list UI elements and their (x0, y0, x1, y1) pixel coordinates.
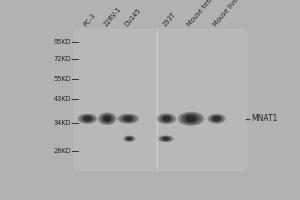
Text: Mouse testis: Mouse testis (186, 0, 218, 28)
Ellipse shape (157, 114, 176, 124)
Ellipse shape (84, 117, 91, 121)
Ellipse shape (78, 114, 97, 123)
Ellipse shape (85, 117, 90, 120)
Ellipse shape (214, 117, 219, 120)
Ellipse shape (83, 117, 92, 121)
Ellipse shape (164, 117, 169, 120)
Ellipse shape (162, 137, 169, 140)
Ellipse shape (100, 114, 115, 124)
Ellipse shape (103, 116, 111, 121)
Ellipse shape (161, 137, 171, 141)
Ellipse shape (178, 112, 204, 125)
Ellipse shape (163, 138, 169, 140)
Ellipse shape (209, 115, 224, 123)
Ellipse shape (126, 137, 133, 140)
Text: Du145: Du145 (124, 7, 142, 28)
Ellipse shape (81, 116, 94, 122)
Ellipse shape (180, 113, 202, 124)
Ellipse shape (158, 136, 173, 142)
Ellipse shape (102, 115, 113, 122)
Ellipse shape (164, 138, 168, 140)
Text: 72KD: 72KD (53, 56, 71, 62)
Ellipse shape (105, 117, 110, 120)
Ellipse shape (159, 114, 174, 123)
Text: PC-3: PC-3 (83, 12, 97, 28)
Ellipse shape (98, 113, 116, 124)
Ellipse shape (118, 114, 139, 123)
Text: Mouse liver: Mouse liver (212, 0, 241, 28)
Text: 43KD: 43KD (54, 96, 71, 102)
Ellipse shape (127, 138, 132, 140)
Ellipse shape (162, 116, 171, 121)
Bar (74, 29, 246, 170)
Text: 95KD: 95KD (54, 39, 71, 45)
Ellipse shape (124, 136, 135, 141)
Ellipse shape (119, 115, 137, 123)
Ellipse shape (208, 114, 225, 123)
Ellipse shape (104, 116, 110, 121)
Ellipse shape (127, 138, 131, 140)
Text: MNAT1: MNAT1 (251, 114, 278, 123)
Ellipse shape (124, 136, 134, 141)
Ellipse shape (185, 116, 197, 122)
Ellipse shape (211, 116, 222, 122)
Text: 22RV-1: 22RV-1 (103, 6, 122, 28)
Text: 293T: 293T (162, 11, 177, 28)
Ellipse shape (188, 117, 194, 121)
Ellipse shape (163, 117, 170, 121)
Ellipse shape (124, 117, 132, 121)
Text: 55KD: 55KD (53, 76, 71, 82)
Text: 34KD: 34KD (54, 120, 71, 126)
Ellipse shape (124, 117, 133, 121)
Ellipse shape (213, 117, 220, 121)
Ellipse shape (183, 114, 199, 123)
Ellipse shape (214, 117, 220, 120)
Ellipse shape (159, 136, 172, 141)
Ellipse shape (80, 115, 95, 123)
Ellipse shape (160, 115, 172, 122)
Ellipse shape (187, 116, 195, 121)
Text: 26KD: 26KD (53, 148, 71, 154)
Ellipse shape (122, 116, 135, 122)
Ellipse shape (125, 117, 131, 120)
Ellipse shape (128, 138, 131, 139)
